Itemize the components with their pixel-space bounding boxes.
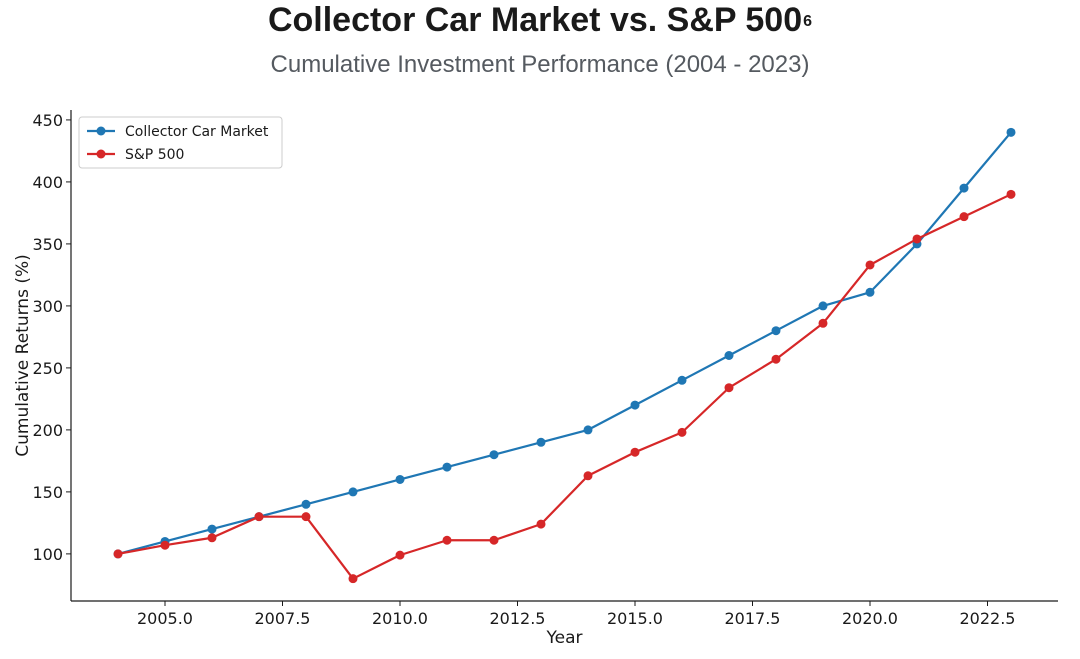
y-tick-label: 250 [32, 359, 63, 378]
y-tick-label: 150 [32, 483, 63, 502]
series-line [117, 131, 1012, 555]
y-tick-label: 100 [32, 545, 63, 564]
data-point [160, 540, 170, 550]
data-point [677, 427, 687, 437]
y-tick-label: 200 [32, 421, 63, 440]
chart-title: Collector Car Market vs. S&P 5006 [0, 0, 1080, 40]
x-tick-label: 2010.0 [372, 609, 428, 628]
data-point [536, 519, 546, 529]
data-point [207, 533, 217, 543]
x-tick-label: 2022.5 [960, 609, 1016, 628]
data-point [583, 471, 593, 481]
data-point [348, 574, 358, 584]
data-point [301, 512, 311, 522]
y-axis-label: Cumulative Returns (%) [13, 254, 33, 457]
chart-axes [70, 110, 1058, 602]
x-tick-label: 2015.0 [607, 609, 663, 628]
y-axis-ticks: 100 150 200 250 300 350 400 450 [32, 111, 71, 564]
data-point [677, 375, 687, 385]
data-point [771, 326, 781, 336]
data-point [959, 183, 969, 193]
data-point [959, 212, 969, 222]
data-point [442, 462, 452, 472]
data-point [724, 351, 734, 360]
data-point [724, 383, 734, 393]
data-point [489, 535, 499, 545]
x-tick-label: 2012.5 [490, 609, 546, 628]
title-footnote-marker: 6 [803, 13, 813, 30]
chart-legend: Collector Car Market S&P 500 [78, 116, 283, 169]
data-point [818, 318, 828, 328]
series-line [117, 193, 1012, 580]
legend-label: Collector Car Market [125, 124, 269, 140]
data-point [630, 400, 640, 410]
y-tick-label: 300 [32, 297, 63, 316]
x-axis-ticks: 2005.0 2007.5 2010.0 2012.5 2015.0 2017.5 2020… [137, 601, 1015, 628]
data-point [113, 549, 123, 559]
data-point [583, 425, 593, 435]
data-point [395, 550, 405, 560]
data-point [348, 487, 358, 497]
legend-label: S&P 500 [125, 147, 184, 163]
chart-title-text: Collector Car Market vs. S&P 500 [267, 1, 803, 39]
data-point [395, 474, 405, 484]
x-tick-label: 2005.0 [137, 609, 193, 628]
y-tick-label: 350 [32, 235, 63, 254]
y-tick-label: 450 [32, 111, 63, 130]
data-point [489, 450, 499, 460]
legend-box [78, 116, 283, 169]
data-point [865, 260, 875, 270]
legend-marker [96, 149, 106, 159]
data-point [912, 234, 922, 244]
data-point [771, 354, 781, 364]
series-collector-car-market [113, 127, 1016, 559]
x-tick-label: 2020.0 [842, 609, 898, 628]
data-point [536, 437, 546, 447]
y-tick-label: 400 [32, 173, 63, 192]
data-point [865, 287, 875, 297]
data-point [207, 524, 217, 534]
data-point [254, 512, 264, 522]
data-point [442, 535, 452, 545]
chart-subtitle: Cumulative Investment Performance (2004 … [270, 51, 810, 78]
series-sp-500 [113, 189, 1016, 584]
x-axis-label: Year [546, 628, 583, 648]
data-point [630, 447, 640, 457]
data-point [301, 499, 311, 509]
series-layer [113, 127, 1016, 584]
legend-marker [96, 126, 106, 136]
x-tick-label: 2007.5 [255, 609, 311, 628]
data-point [1006, 189, 1016, 199]
data-point [1006, 127, 1016, 137]
x-tick-label: 2017.5 [725, 609, 781, 628]
data-point [818, 301, 828, 311]
